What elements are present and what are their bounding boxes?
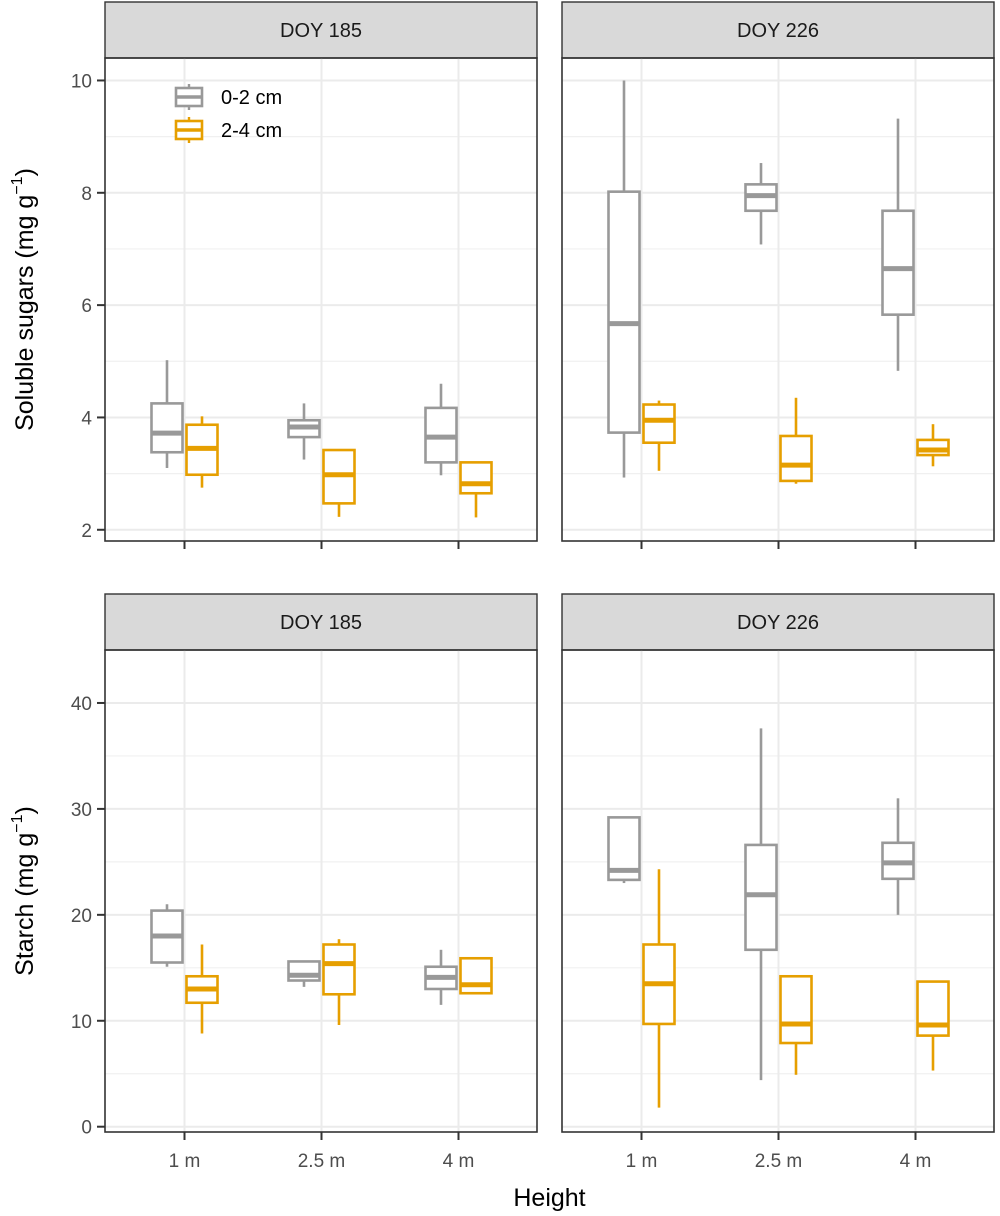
box-0-2cm-4m xyxy=(881,118,915,371)
strip-label: DOY 226 xyxy=(737,612,819,634)
panel-3: DOY 185 0 10 20 30 40 Starch (mg g−1) 1 m 2.5 m 4… xyxy=(9,593,538,1172)
box-0-2cm-4m xyxy=(424,383,458,476)
strip-label: DOY 226 xyxy=(737,20,819,42)
strip-background xyxy=(561,1,995,59)
iqr-box xyxy=(881,209,915,316)
strip-label: DOY 185 xyxy=(280,612,362,634)
y-axis-title-tail: ) xyxy=(11,806,39,814)
y-axis-title-tail: ) xyxy=(11,168,39,176)
y-axis-title: Soluble sugars (mg g−1) xyxy=(9,168,39,431)
y-tick-label: 0 xyxy=(81,1118,92,1139)
y-axis-title-superscript: −1 xyxy=(9,176,26,194)
strip-background xyxy=(561,593,995,651)
legend-item-0-2cm: 0-2 cm xyxy=(174,84,282,110)
box-0-2cm-4m xyxy=(881,798,915,915)
x-tick-label: 2.5 m xyxy=(298,1151,346,1172)
y-axis-title-superscript: −1 xyxy=(9,814,26,832)
box-2-4cm-1m xyxy=(185,416,219,488)
y-tick-label: 10 xyxy=(71,71,92,92)
box-0-2cm-1m xyxy=(607,80,641,478)
y-tick-label: 10 xyxy=(71,1012,92,1033)
box-0-2cm-4m xyxy=(424,949,458,1005)
y-axis-title-main: Soluble sugars (mg g xyxy=(11,195,39,431)
box-2-4cm-4m xyxy=(459,956,493,995)
panel-2: DOY 226 xyxy=(561,1,995,549)
x-tick-label: 4 m xyxy=(900,1151,932,1172)
y-tick-label: 30 xyxy=(71,800,92,821)
panel-1: DOY 185 2 4 6 8 10 Soluble sugars (mg g−1) xyxy=(9,1,538,549)
y-tick-label: 2 xyxy=(81,521,92,542)
panel-4: DOY 226 1 m 2.5 m 4 m xyxy=(561,593,995,1172)
x-tick-label: 1 m xyxy=(626,1151,658,1172)
iqr-box xyxy=(607,190,641,434)
box-0-2cm-2.5m xyxy=(744,163,778,245)
box-2-4cm-4m xyxy=(459,461,493,518)
x-tick-label: 4 m xyxy=(443,1151,475,1172)
iqr-box xyxy=(150,402,184,454)
y-tick-label: 6 xyxy=(81,296,92,317)
y-tick-label: 40 xyxy=(71,694,92,715)
iqr-box xyxy=(916,438,950,457)
box-0-2cm-2.5m xyxy=(287,960,321,987)
box-2-4cm-2.5m xyxy=(322,448,356,517)
iqr-box xyxy=(459,461,493,495)
x-axis-title: Height xyxy=(513,1184,585,1212)
box-2-4cm-2.5m xyxy=(779,974,813,1075)
box-0-2cm-1m xyxy=(150,904,184,967)
iqr-box xyxy=(779,974,813,1045)
strip-label: DOY 185 xyxy=(280,20,362,42)
legend-item-2-4cm: 2-4 cm xyxy=(174,117,282,143)
iqr-box xyxy=(779,434,813,483)
iqr-box xyxy=(322,943,356,996)
box-2-4cm-1m xyxy=(185,944,219,1034)
strip-background xyxy=(104,1,538,59)
box-0-2cm-1m xyxy=(607,816,641,884)
y-axis-title: Starch (mg g−1) xyxy=(9,806,39,976)
legend: 0-2 cm 2-4 cm xyxy=(174,84,282,143)
box-0-2cm-2.5m xyxy=(744,728,778,1081)
iqr-box xyxy=(744,843,778,952)
y-tick-label: 4 xyxy=(81,408,92,429)
legend-label: 0-2 cm xyxy=(221,87,282,109)
legend-label: 2-4 cm xyxy=(221,120,282,142)
box-0-2cm-1m xyxy=(150,360,184,468)
box-2-4cm-1m xyxy=(642,400,676,471)
strip-background xyxy=(104,593,538,651)
box-0-2cm-2.5m xyxy=(287,403,321,460)
x-tick-label: 1 m xyxy=(169,1151,201,1172)
y-axis-title-main: Starch (mg g xyxy=(11,833,39,976)
y-tick-label: 8 xyxy=(81,184,92,205)
iqr-box xyxy=(642,403,676,445)
box-2-4cm-2.5m xyxy=(779,397,813,484)
iqr-box xyxy=(459,956,493,995)
x-tick-label: 2.5 m xyxy=(755,1151,803,1172)
box-2-4cm-4m xyxy=(916,980,950,1071)
y-tick-label: 20 xyxy=(71,906,92,927)
box-2-4cm-2.5m xyxy=(322,939,356,1026)
box-2-4cm-4m xyxy=(916,424,950,467)
box-2-4cm-1m xyxy=(642,869,676,1108)
